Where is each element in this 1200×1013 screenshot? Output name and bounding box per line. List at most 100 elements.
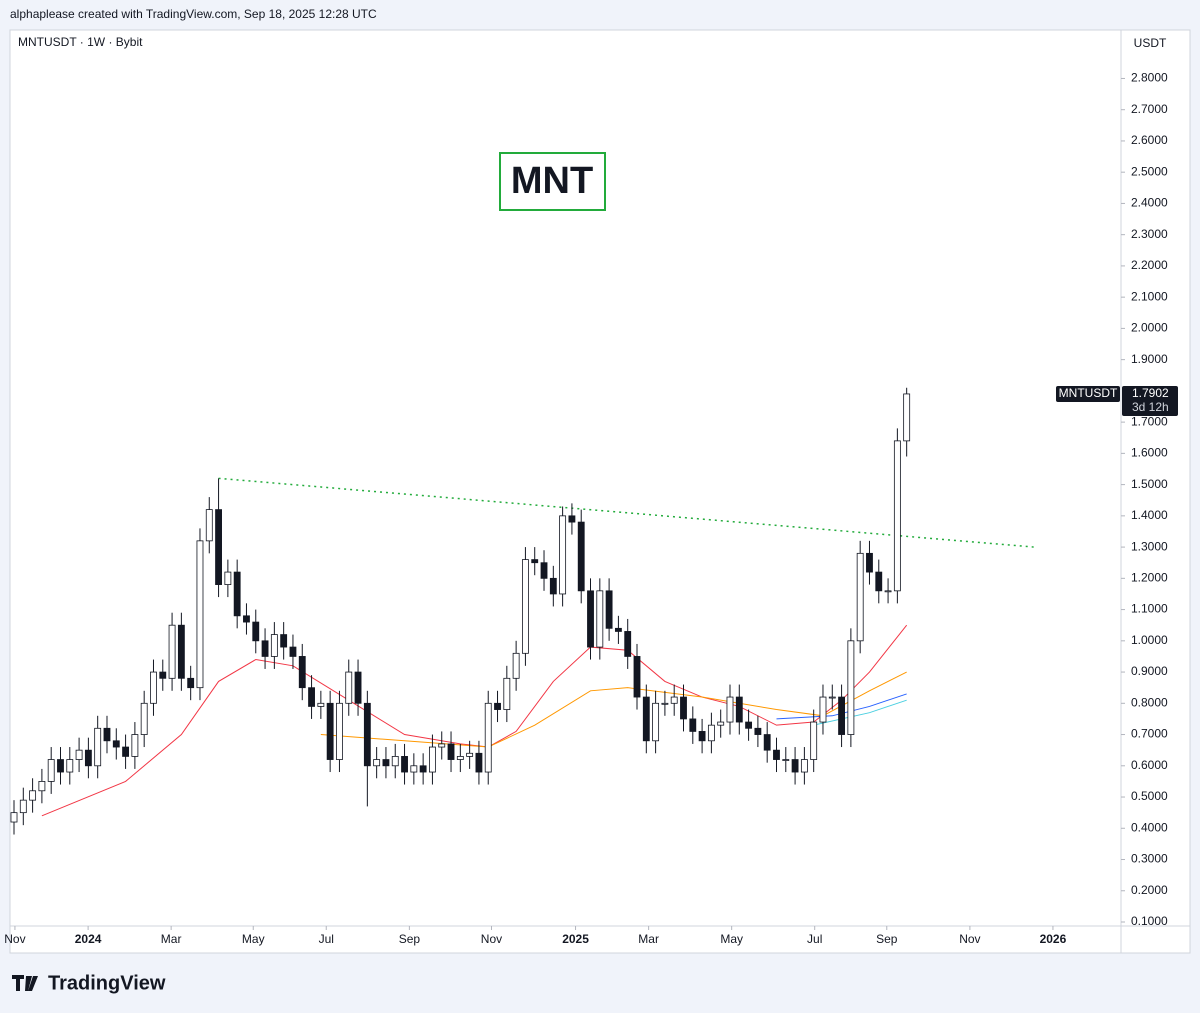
candle-body	[503, 677, 511, 710]
candle-body	[605, 590, 613, 629]
x-tick-label: May	[242, 932, 265, 946]
candle-body	[680, 696, 687, 720]
y-tick-label: 1.2000	[1131, 571, 1168, 585]
y-tick-label: 1.5000	[1131, 477, 1168, 491]
x-tick-label: 2024	[75, 932, 102, 946]
footer: TradingView	[48, 972, 166, 994]
candle-body	[196, 540, 204, 689]
candle-body	[289, 646, 297, 657]
candle-body	[577, 521, 585, 592]
y-tick-label: 0.8000	[1131, 695, 1168, 709]
candle-body	[336, 702, 343, 760]
candle-body	[224, 571, 232, 585]
candle-body	[10, 812, 18, 823]
candle-body	[447, 743, 455, 760]
price-tag-value: 1.7902	[1132, 386, 1169, 400]
candle-body	[847, 640, 855, 735]
candle-body	[243, 615, 250, 623]
candle-body	[689, 718, 697, 732]
x-tick-label: Nov	[4, 932, 25, 946]
y-tick-label: 0.2000	[1131, 883, 1168, 897]
candle-body	[317, 702, 325, 707]
price-tag-bg	[1122, 385, 1178, 416]
candle-body	[726, 696, 734, 723]
plot	[10, 387, 1035, 835]
price-tag-symbol-bg	[1056, 385, 1120, 402]
candle-body	[308, 687, 315, 707]
candle-body	[856, 552, 864, 642]
candle-body	[475, 752, 483, 773]
candle-body	[131, 734, 139, 757]
x-tick-label: May	[720, 932, 743, 946]
y-tick-label: 2.8000	[1131, 71, 1168, 85]
candle-body	[717, 721, 725, 726]
candle-body	[596, 590, 604, 648]
candle-body	[791, 759, 799, 773]
y-tick-label: 0.9000	[1131, 664, 1168, 678]
candle-body	[559, 515, 567, 595]
y-tick-label: 0.5000	[1131, 789, 1168, 803]
y-tick-label: 0.1000	[1131, 914, 1168, 928]
candle-body	[549, 577, 557, 595]
y-tick-label: 0.3000	[1131, 852, 1168, 866]
y-tick-label: 2.3000	[1131, 227, 1168, 241]
candle-body	[438, 743, 446, 748]
candle-body	[540, 562, 548, 579]
candle-body	[38, 781, 46, 792]
y-tick-label: 0.4000	[1131, 820, 1168, 834]
candle-body	[75, 749, 83, 760]
candle-body	[466, 752, 474, 757]
y-tick-label: 1.9000	[1131, 352, 1168, 366]
logo-icon	[12, 975, 38, 991]
moving-average	[41, 624, 908, 817]
candle-body	[280, 634, 288, 648]
y-tick-label: 1.6000	[1131, 446, 1168, 460]
candle-body	[838, 696, 845, 735]
currency: USDT	[1134, 36, 1167, 50]
candle-body	[531, 559, 539, 564]
x-tick-label: Nov	[481, 932, 502, 946]
candle-body	[707, 724, 715, 742]
candle-body	[866, 552, 873, 573]
candle-body	[800, 759, 808, 773]
candle-body	[419, 765, 427, 773]
candle-body	[642, 696, 650, 742]
candle-body	[819, 696, 827, 723]
x-tick-label: Mar	[638, 932, 659, 946]
candle-body	[84, 749, 92, 767]
y-tick-label: 2.0000	[1131, 321, 1168, 335]
x-tick-label: Nov	[959, 932, 980, 946]
price-tag-symbol: MNTUSDT	[1059, 386, 1118, 400]
candle-body	[661, 702, 669, 705]
y-tick-label: 1.0000	[1131, 633, 1168, 647]
candle-body	[401, 756, 408, 773]
candle-body	[522, 559, 529, 654]
y-tick-label: 1.3000	[1131, 539, 1168, 553]
candle-body	[670, 696, 678, 704]
y-tick-label: 2.5000	[1131, 164, 1168, 178]
candle-body	[122, 746, 130, 757]
annotation: MNT	[511, 160, 593, 202]
candle-body	[652, 702, 660, 742]
candle-body	[429, 746, 436, 773]
y-tick-label: 2.4000	[1131, 196, 1168, 210]
y-tick-label: 1.1000	[1131, 602, 1168, 616]
y-tick-label: 2.7000	[1131, 102, 1168, 116]
candle-body	[614, 627, 622, 632]
candle-body	[382, 759, 390, 767]
x-tick-label: Mar	[161, 932, 182, 946]
candle-body	[512, 652, 520, 679]
candle-body	[587, 590, 594, 648]
x-tick-label: 2025	[562, 932, 589, 946]
candle-body	[782, 759, 790, 761]
candle-body	[828, 696, 836, 699]
candle-body	[103, 727, 111, 742]
y-tick-label: 2.1000	[1131, 289, 1168, 303]
candle-body	[624, 631, 632, 657]
candle-body	[903, 393, 911, 442]
y-tick-label: 1.4000	[1131, 508, 1168, 522]
y-tick-label: 2.6000	[1131, 133, 1168, 147]
y-tick-label: 1.7000	[1131, 414, 1168, 428]
